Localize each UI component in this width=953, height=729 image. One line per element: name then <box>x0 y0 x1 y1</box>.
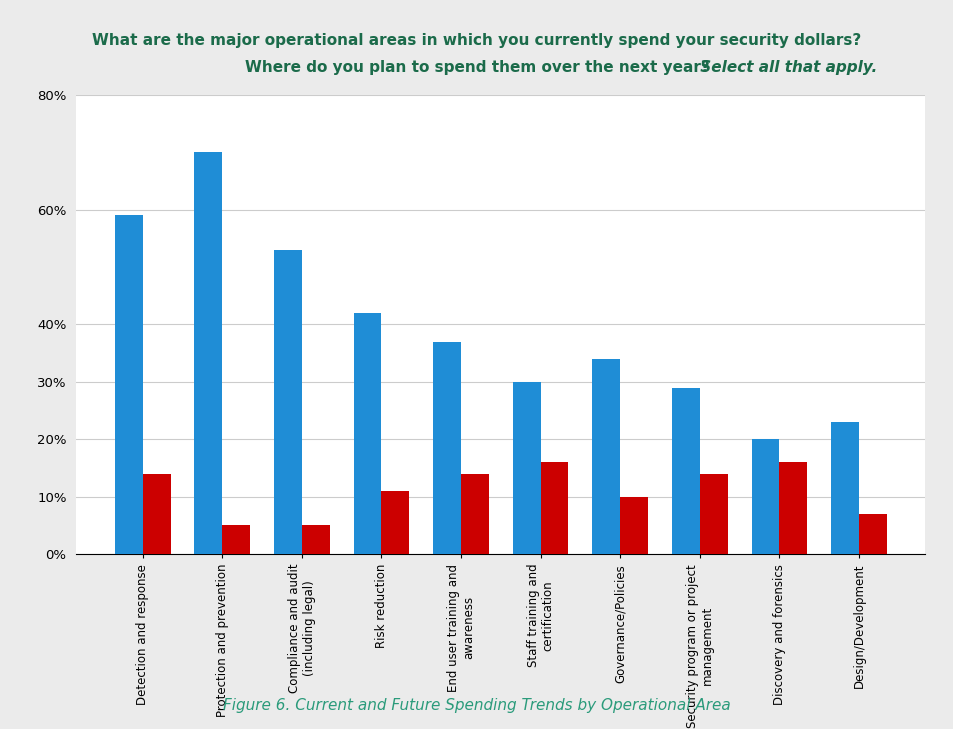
Text: Select all that apply.: Select all that apply. <box>694 60 876 75</box>
Bar <box>751 439 779 554</box>
Bar <box>513 382 540 554</box>
Text: Figure 6. Current and Future Spending Trends by Operational Area: Figure 6. Current and Future Spending Tr… <box>223 698 730 713</box>
Bar <box>858 514 886 554</box>
Text: What are the major operational areas in which you currently spend your security : What are the major operational areas in … <box>92 33 861 48</box>
Bar <box>222 526 250 554</box>
Bar <box>194 152 222 554</box>
Bar <box>143 474 171 554</box>
Bar <box>619 496 647 554</box>
Bar <box>700 474 727 554</box>
Bar <box>381 491 409 554</box>
Bar <box>433 342 460 554</box>
Bar <box>779 462 806 554</box>
Bar <box>540 462 568 554</box>
Bar <box>671 388 700 554</box>
Bar <box>301 526 330 554</box>
Bar <box>114 215 143 554</box>
Bar <box>830 422 858 554</box>
Bar <box>592 359 619 554</box>
Bar <box>274 250 301 554</box>
Bar <box>460 474 488 554</box>
Bar <box>354 313 381 554</box>
Text: Where do you plan to spend them over the next year?: Where do you plan to spend them over the… <box>244 60 709 75</box>
